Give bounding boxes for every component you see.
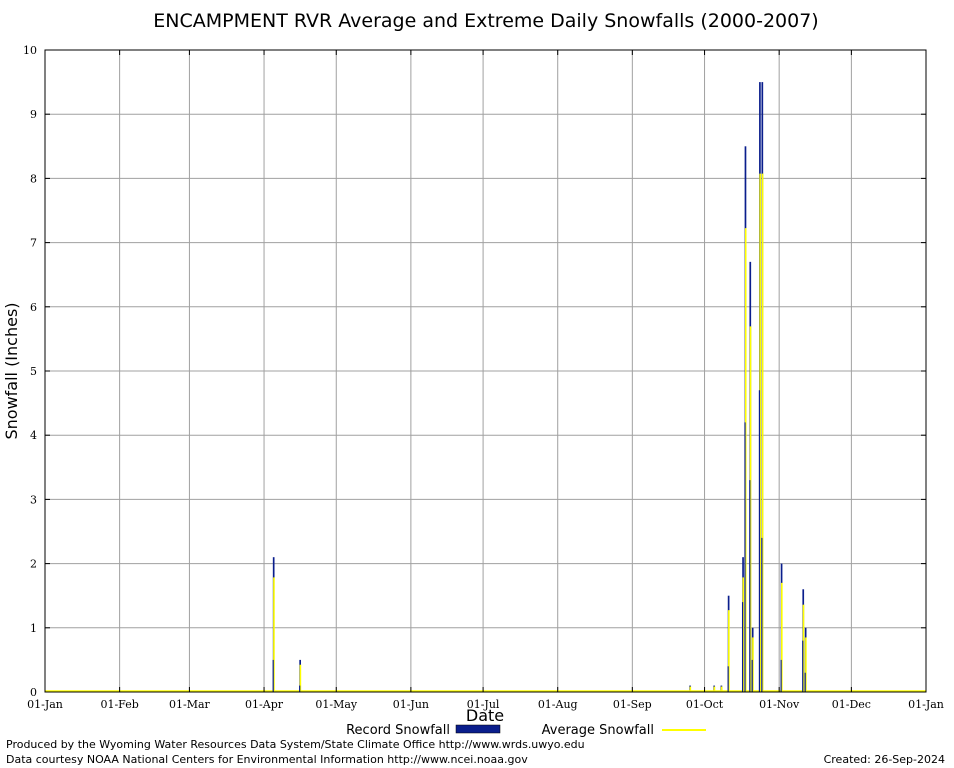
x-tick-label: 01-Apr [245, 698, 284, 711]
x-tick-label: 01-Aug [538, 698, 578, 711]
x-tick-label: 01-Oct [686, 698, 724, 711]
record-snowfall-bars [272, 82, 807, 693]
y-tick-label: 2 [30, 558, 37, 571]
created-date: Created: 26-Sep-2024 [823, 753, 945, 766]
legend-record-label: Record Snowfall [346, 723, 450, 738]
y-axis-ticks: 0 1 2 3 4 5 6 7 8 9 10 [23, 44, 926, 699]
x-tick-label: 01-Mar [169, 698, 211, 711]
y-tick-label: 7 [30, 237, 37, 250]
x-tick-label: 01-Jul [467, 698, 500, 711]
x-tick-label: 01-Sep [613, 698, 652, 711]
y-tick-label: 8 [30, 172, 37, 185]
legend: Record Snowfall Average Snowfall [346, 723, 706, 738]
y-axis-label: Snowfall (Inches) [2, 302, 21, 439]
legend-average-label: Average Snowfall [542, 723, 654, 738]
x-tick-label: 01-May [315, 698, 358, 711]
x-tick-label: 01-Jan [908, 698, 944, 711]
x-tick-label: 01-Nov [759, 698, 800, 711]
x-axis-label: Date [466, 706, 504, 725]
y-tick-label: 1 [30, 622, 37, 635]
x-axis-ticks: 01-Jan 01-Feb 01-Mar 01-Apr 01-May 01-Jun 01-J… [27, 50, 944, 711]
y-tick-label: 0 [30, 686, 37, 699]
x-tick-label: 01-Dec [832, 698, 871, 711]
grid-lines [45, 50, 926, 692]
x-tick-label: 01-Feb [100, 698, 138, 711]
y-tick-label: 3 [30, 493, 37, 506]
x-tick-label: 01-Jun [393, 698, 429, 711]
x-tick-label: 01-Jan [27, 698, 63, 711]
y-tick-label: 6 [30, 301, 37, 314]
y-tick-label: 4 [30, 429, 37, 442]
credit-line-1: Produced by the Wyoming Water Resources … [6, 738, 585, 751]
y-tick-label: 10 [23, 44, 37, 57]
credit-line-2: Data courtesy NOAA National Centers for … [6, 753, 528, 766]
y-tick-label: 9 [30, 108, 37, 121]
chart-title: ENCAMPMENT RVR Average and Extreme Daily… [153, 10, 818, 32]
legend-record-swatch [455, 724, 501, 734]
y-tick-label: 5 [30, 365, 37, 378]
